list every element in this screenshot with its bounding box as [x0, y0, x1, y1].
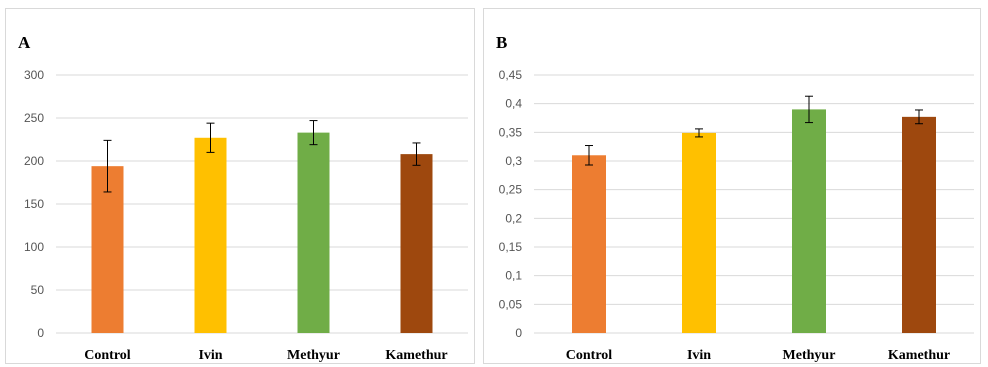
y-tick-label: 0,35 [499, 125, 523, 139]
bar-ivin [682, 132, 716, 333]
bar-control [572, 155, 606, 333]
x-category-label: Ivin [687, 348, 711, 363]
y-tick-label: 100 [24, 240, 44, 254]
bar-methyur [297, 132, 330, 333]
x-category-label: Control [84, 348, 131, 363]
chart-panel-b: B 0 0,05 0,1 0,15 0,2 0,25 0,3 0,35 0,4 0,45 Contr… [483, 8, 981, 364]
y-tick-label: 0,4 [505, 97, 522, 111]
bar-chart-a: 0 50 100 150 200 250 300 Control Ivin Methyur Kame… [24, 68, 468, 363]
y-tick-label: 0,15 [499, 240, 523, 254]
bar-methyur [792, 109, 826, 334]
y-tick-label: 50 [31, 283, 45, 297]
x-category-label: Kamethur [888, 348, 950, 363]
bar-chart-b: 0 0,05 0,1 0,15 0,2 0,25 0,3 0,35 0,4 0,45 Control… [499, 68, 974, 363]
y-tick-label: 0,3 [505, 154, 522, 168]
bar-kamethur [400, 154, 433, 333]
bar-ivin [194, 137, 227, 333]
bar-control [91, 166, 124, 333]
panel-label-b: B [496, 33, 508, 52]
y-tick-label: 0 [37, 326, 44, 340]
x-category-label: Methyur [783, 348, 836, 363]
y-tick-label: 150 [24, 197, 44, 211]
y-tick-label: 0,1 [505, 269, 522, 283]
y-tick-label: 0,2 [505, 211, 522, 225]
y-tick-label: 200 [24, 154, 44, 168]
panel-label-a: A [18, 33, 31, 52]
y-tick-label: 300 [24, 68, 44, 82]
chart-panel-a: A 0 50 100 150 200 250 300 Control Ivin Methyur Ka… [5, 8, 475, 364]
y-tick-label: 250 [24, 111, 44, 125]
y-tick-label: 0 [515, 326, 522, 340]
x-category-label: Ivin [198, 348, 222, 363]
y-tick-label: 0,25 [499, 183, 523, 197]
y-tick-label: 0,05 [499, 297, 523, 311]
x-category-label: Methyur [287, 348, 340, 363]
x-category-label: Kamethur [385, 348, 447, 363]
bar-kamethur [902, 116, 936, 333]
y-tick-label: 0,45 [499, 68, 523, 82]
x-category-label: Control [566, 348, 613, 363]
